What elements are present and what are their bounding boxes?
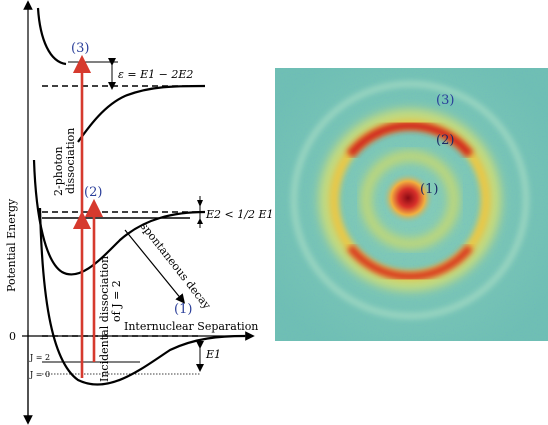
ring-label-2: (2) (436, 133, 454, 148)
upper-state-curve-left (36, 7, 67, 66)
two-photon-line2: dissociation (64, 128, 77, 194)
potential-energy-diagram: Potential Energy Internuclear Separation… (5, 0, 273, 425)
ring-label-1: (1) (420, 182, 438, 197)
ring-3 (291, 81, 529, 319)
zero-label: 0 (9, 330, 16, 343)
y-axis-label: Potential Energy (5, 198, 18, 292)
upper-state-curve (77, 84, 206, 143)
spontaneous-label: spontaneous decay (138, 220, 214, 312)
incidental-line1: Incidental dissociation (98, 256, 111, 382)
ring-label-3: (3) (436, 93, 454, 108)
x-axis-label: Internuclear Separation (124, 320, 258, 333)
level-j0-label: J = 0 (29, 370, 50, 379)
incidental-line2: of J = 2 (110, 280, 123, 322)
level-j2-label: J = 2 (29, 353, 50, 362)
ring-2-bottom-arc (346, 244, 474, 281)
velocity-map-image: (3) (2) (1) (275, 68, 548, 341)
ground-state-curve (38, 207, 246, 386)
spontaneous-decay-arrow (124, 229, 186, 304)
ring-2-top-arc (346, 121, 474, 158)
epsilon-label: ε = E1 − 2E2 (118, 68, 193, 81)
two-photon-line1: 2-photon (52, 146, 65, 196)
ring-inner (361, 151, 459, 249)
e2-label: E2 < 1/2 E1 (205, 208, 273, 221)
channel-1-label: (1) (174, 302, 192, 317)
e1-label: E1 (205, 348, 221, 361)
ring-halo (319, 109, 501, 291)
center-spot (382, 172, 434, 224)
channel-2-label: (2) (84, 185, 102, 200)
channel-3-label: (3) (71, 41, 89, 56)
